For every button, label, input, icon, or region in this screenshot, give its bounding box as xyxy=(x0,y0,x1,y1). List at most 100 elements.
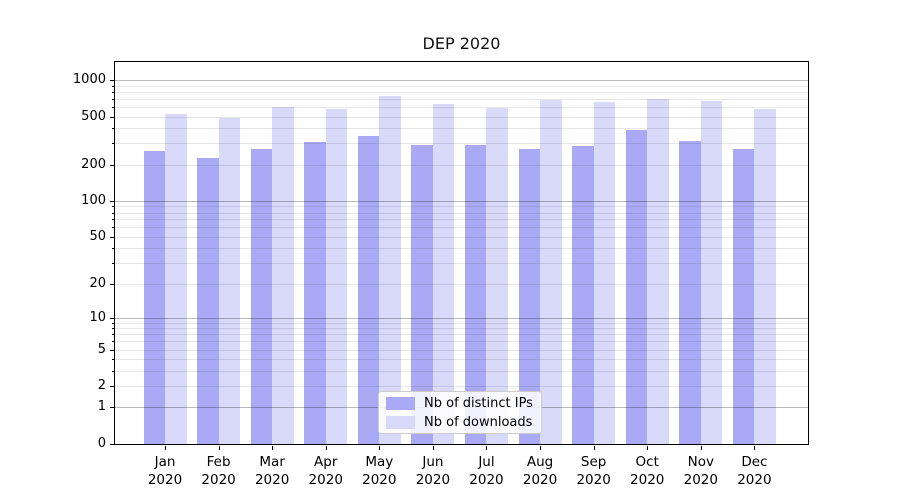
y-tick-mark-minor xyxy=(112,98,114,100)
legend-label-distinct-ips: Nb of distinct IPs xyxy=(424,395,533,411)
y-tick-mark-minor xyxy=(112,91,114,93)
y-tick-label: 5 xyxy=(97,341,106,357)
x-tick-label-jul: Jul 2020 xyxy=(458,453,514,489)
bars-layer xyxy=(115,62,808,444)
y-tick-label: 2 xyxy=(97,378,106,394)
x-tick-year: 2020 xyxy=(683,472,718,488)
x-tick-month: Sep xyxy=(580,454,607,470)
x-tick-year: 2020 xyxy=(147,472,183,488)
bar-jan-ips xyxy=(143,150,165,444)
y-tick-mark-minor xyxy=(112,334,114,336)
y-tick-mark xyxy=(110,116,114,118)
x-tick-month: Feb xyxy=(206,454,231,470)
y-tick-mark xyxy=(110,80,114,82)
x-tick-month: Jul xyxy=(478,454,495,470)
bar-may-downloads xyxy=(379,96,401,444)
bar-sep-downloads xyxy=(593,102,616,444)
x-tick-label-jan: Jan 2020 xyxy=(137,453,193,489)
bar-jul-downloads xyxy=(486,107,508,444)
legend-item-downloads: Nb of downloads xyxy=(379,414,541,430)
x-tick-mark xyxy=(647,446,649,450)
legend-item-distinct-ips: Nb of distinct IPs xyxy=(379,395,541,411)
x-tick-month: May xyxy=(365,454,394,470)
y-tick-mark-minor xyxy=(112,322,114,324)
y-tick-mark-minor xyxy=(112,370,114,372)
y-tick-mark-minor xyxy=(112,106,114,108)
x-tick-label-dec: Dec 2020 xyxy=(726,453,782,489)
y-tick-mark-minor xyxy=(112,263,114,265)
y-tick-mark xyxy=(110,407,114,409)
x-tick-mark xyxy=(754,446,756,450)
bar-may-ips xyxy=(357,136,380,444)
y-tick-mark-minor xyxy=(112,206,114,208)
y-tick-mark-minor xyxy=(112,85,114,87)
x-tick-mark xyxy=(165,446,166,450)
bar-jan-downloads xyxy=(165,114,187,444)
y-tick-label: 0 xyxy=(97,436,106,451)
bar-apr-downloads xyxy=(325,108,348,444)
y-tick-mark xyxy=(110,317,114,319)
x-tick-year: 2020 xyxy=(522,472,558,488)
x-tick-label-feb: Feb 2020 xyxy=(191,453,247,489)
legend-label-downloads: Nb of downloads xyxy=(424,414,533,430)
x-tick-mark xyxy=(218,446,220,450)
y-tick-label: 500 xyxy=(81,108,106,124)
x-tick-month: Apr xyxy=(314,454,338,470)
y-tick-mark xyxy=(110,444,114,445)
y-tick-label: 50 xyxy=(89,228,106,244)
bar-jun-ips xyxy=(411,144,433,444)
y-tick-mark-minor xyxy=(112,128,114,130)
y-tick-mark xyxy=(110,349,114,351)
y-tick-label: 1000 xyxy=(72,72,106,88)
bar-dec-downloads xyxy=(754,109,776,444)
x-tick-label-nov: Nov 2020 xyxy=(673,453,729,489)
bar-apr-ips xyxy=(304,142,326,444)
bar-nov-ips xyxy=(679,140,701,444)
y-tick-mark-minor xyxy=(112,227,114,229)
x-tick-label-sep: Sep 2020 xyxy=(566,453,622,489)
legend-swatch-downloads xyxy=(386,415,415,429)
legend-swatch-distinct-ips xyxy=(386,396,415,410)
bar-oct-ips xyxy=(625,129,648,444)
x-tick-label-mar: Mar 2020 xyxy=(244,453,300,489)
x-tick-year: 2020 xyxy=(308,472,343,488)
y-tick-mark-minor xyxy=(112,143,114,145)
bar-feb-downloads xyxy=(218,118,241,444)
y-tick-mark-minor xyxy=(112,219,114,221)
x-tick-mark xyxy=(486,446,488,450)
x-tick-mark xyxy=(325,446,327,450)
x-tick-year: 2020 xyxy=(576,472,611,488)
x-tick-year: 2020 xyxy=(469,472,504,488)
bar-aug-downloads xyxy=(540,99,562,444)
y-tick-mark xyxy=(110,200,114,202)
x-tick-year: 2020 xyxy=(630,472,665,488)
bar-jul-ips xyxy=(464,145,487,444)
bar-feb-ips xyxy=(197,158,219,444)
y-tick-mark xyxy=(110,236,114,238)
x-tick-year: 2020 xyxy=(415,472,451,488)
legend: Nb of distinct IPs Nb of downloads xyxy=(378,391,542,434)
x-tick-label-apr: Apr 2020 xyxy=(298,453,354,489)
y-tick-mark xyxy=(110,283,114,285)
x-tick-mark xyxy=(272,446,274,450)
y-tick-label: 20 xyxy=(89,275,106,291)
x-tick-mark xyxy=(432,446,434,450)
x-tick-label-aug: Aug 2020 xyxy=(512,453,568,489)
x-tick-label-may: May 2020 xyxy=(351,453,407,489)
y-tick-label: 100 xyxy=(81,192,106,208)
x-tick-month: Jun xyxy=(422,454,444,470)
x-tick-year: 2020 xyxy=(254,472,290,488)
bar-aug-ips xyxy=(518,148,541,444)
chart-title: DEP 2020 xyxy=(422,34,501,53)
x-tick-month: Jan xyxy=(154,454,176,470)
x-tick-month: Mar xyxy=(259,454,285,470)
x-tick-month: Nov xyxy=(687,454,714,470)
x-tick-year: 2020 xyxy=(737,472,772,488)
y-tick-mark-minor xyxy=(112,212,114,214)
x-tick-year: 2020 xyxy=(362,472,397,488)
x-tick-month: Aug xyxy=(526,454,554,470)
bar-jun-downloads xyxy=(432,104,455,444)
y-tick-mark xyxy=(110,164,114,166)
plot-area xyxy=(114,61,809,445)
bar-mar-ips xyxy=(250,149,273,444)
